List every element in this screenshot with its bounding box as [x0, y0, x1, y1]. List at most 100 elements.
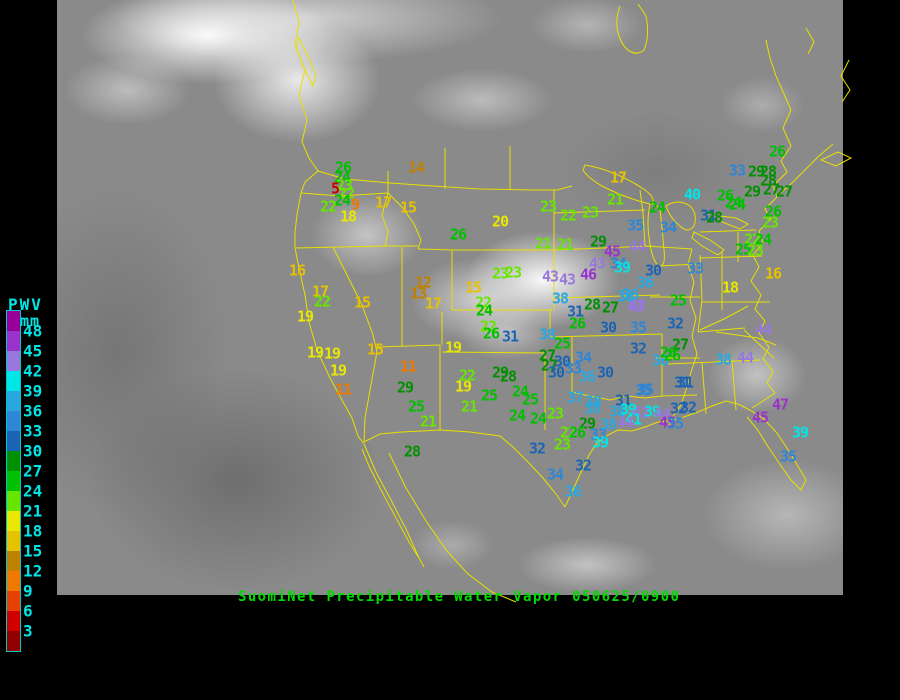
station-value: 22	[743, 230, 761, 249]
legend-swatch	[7, 311, 20, 331]
station-value: 18	[339, 207, 357, 226]
station-value: 33	[728, 161, 746, 180]
station-value: 26	[482, 324, 500, 343]
station-value: 23	[335, 176, 353, 195]
station-value: 23	[491, 264, 509, 283]
atlantic-coastline	[750, 109, 792, 409]
station-value: 43	[628, 296, 646, 315]
legend-tick-label: 12	[23, 561, 43, 581]
station-value: 36	[578, 367, 596, 386]
station-value: 26	[716, 186, 734, 205]
station-value: 26	[334, 158, 352, 177]
ar-la-border	[661, 394, 698, 397]
mexico-west-coast	[388, 452, 517, 603]
station-value: 15	[353, 293, 371, 312]
lake-huron	[665, 201, 696, 231]
station-value: 44	[736, 348, 754, 367]
lake-michigan	[647, 203, 665, 267]
legend-swatch	[7, 511, 20, 531]
station-value: 31	[699, 206, 717, 225]
station-value: 28	[759, 162, 777, 181]
station-value: 25	[669, 291, 687, 310]
legend-tick-label: 9	[23, 581, 33, 601]
us-mexico-border	[363, 429, 566, 508]
station-value: 20	[491, 212, 509, 231]
mn-ia-border	[644, 245, 693, 250]
james-bay	[616, 3, 649, 54]
station-value: 30	[553, 352, 571, 371]
station-value: 25	[553, 334, 571, 353]
legend-colorbar	[6, 310, 21, 652]
station-value: 19	[296, 307, 314, 326]
image-caption: SuomiNet Precipitable Water Vapor 050625…	[238, 589, 681, 605]
station-value: 34	[609, 254, 627, 273]
station-value: 24	[754, 230, 772, 249]
sd-ne-border	[553, 245, 651, 251]
ca-nv-diagonal	[332, 246, 378, 443]
legend-tick-label: 24	[23, 481, 43, 501]
il-in-border	[697, 254, 703, 333]
station-value: 17	[374, 193, 392, 212]
station-value: 11	[399, 357, 417, 376]
station-value: 21	[556, 235, 574, 254]
station-value: 25	[407, 397, 425, 416]
legend-tick-label: 30	[23, 441, 43, 461]
legend-swatch	[7, 391, 20, 411]
station-value: 24	[529, 409, 547, 428]
legend-tick-label: 39	[23, 381, 43, 401]
us-canada-border	[317, 170, 573, 191]
station-value: 36	[621, 285, 639, 304]
station-value: 5	[330, 179, 340, 198]
legend-tick-label: 27	[23, 461, 43, 481]
station-value: 42	[631, 403, 649, 422]
station-value: 34	[546, 465, 564, 484]
legend-swatch	[7, 531, 20, 551]
baja-coast-east	[361, 448, 420, 559]
ky-south-border	[697, 327, 746, 333]
station-value: 22	[559, 206, 577, 225]
pa-md-border	[699, 255, 763, 259]
station-value: 29	[396, 378, 414, 397]
station-value: 35	[779, 447, 797, 466]
station-value: 22	[559, 423, 577, 442]
station-value: 24	[475, 301, 493, 320]
legend-tick-label: 21	[23, 501, 43, 521]
id-mt-border	[387, 192, 422, 250]
station-value: 22	[479, 317, 497, 336]
station-value: 23	[553, 435, 571, 454]
station-value: 29	[743, 182, 761, 201]
station-value: 33	[564, 359, 582, 378]
mt-south-border	[417, 248, 554, 251]
maine-coast	[765, 39, 792, 111]
station-value: 44	[754, 320, 772, 339]
station-value: 27	[671, 335, 689, 354]
station-value: 27	[762, 180, 780, 199]
nc-sc-border	[715, 331, 777, 346]
station-value: 43	[626, 297, 644, 316]
station-value: 39	[613, 258, 631, 277]
station-value: 19	[444, 338, 462, 357]
ms-al-border	[701, 361, 707, 415]
station-value: 39	[791, 423, 809, 442]
station-value: 22	[458, 366, 476, 385]
station-value: 28	[403, 442, 421, 461]
station-value: 34	[659, 218, 677, 237]
st-lawrence-river	[776, 143, 834, 197]
station-value: 15	[366, 340, 384, 359]
station-value: 27	[540, 356, 558, 375]
station-value: 11	[334, 380, 352, 399]
station-value: 22	[474, 293, 492, 312]
parallel-42n	[294, 245, 418, 249]
or-id-border	[381, 192, 389, 248]
legend-tick-label: 6	[23, 601, 33, 621]
station-value: 38	[608, 402, 626, 421]
legend-swatch	[7, 471, 20, 491]
red-river	[571, 391, 663, 401]
quebec-coast	[805, 27, 815, 55]
station-value: 31	[676, 373, 694, 392]
satellite-cloud-image	[57, 0, 843, 595]
maritime-island	[840, 59, 851, 103]
station-value: 27	[601, 298, 619, 317]
station-value: 45	[603, 242, 621, 261]
